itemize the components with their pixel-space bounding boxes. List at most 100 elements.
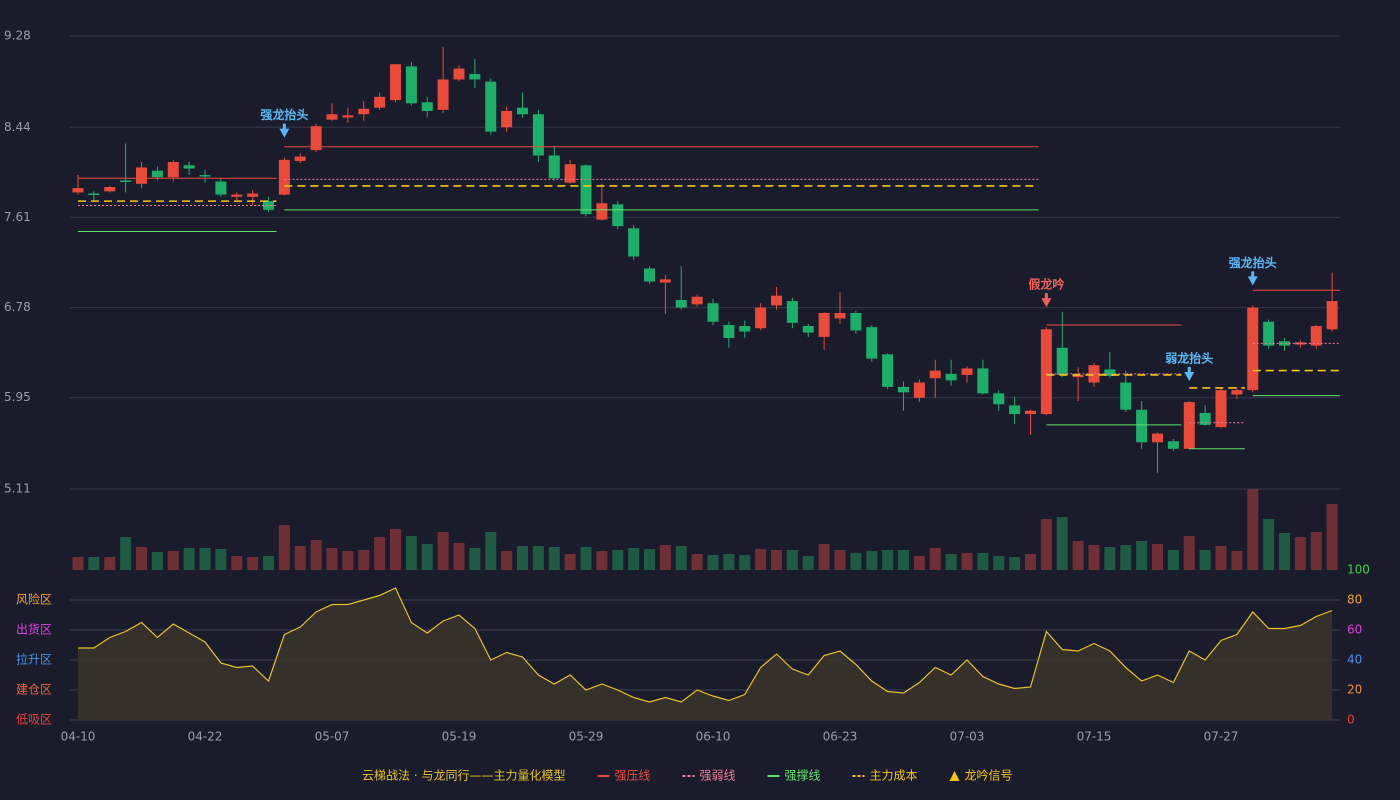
candle-body bbox=[501, 110, 513, 128]
volume-bar bbox=[358, 550, 370, 570]
candle-body bbox=[723, 324, 735, 338]
y-tick-label: 60 bbox=[1347, 623, 1362, 637]
candle-body bbox=[961, 368, 973, 375]
volume-bar bbox=[850, 553, 862, 570]
candle-body bbox=[183, 165, 195, 169]
signal-arrow bbox=[1247, 271, 1258, 286]
volume-bar bbox=[707, 555, 719, 570]
y-tick-label: 40 bbox=[1347, 653, 1362, 667]
candle-body bbox=[342, 115, 354, 118]
volume-bar bbox=[993, 556, 1005, 570]
volume-bar bbox=[215, 549, 227, 570]
volume-bar bbox=[834, 550, 846, 570]
legend-label: 龙吟信号 bbox=[965, 768, 1013, 783]
candle-body bbox=[1231, 390, 1243, 395]
candle-body bbox=[834, 313, 846, 319]
volume-bar bbox=[453, 543, 465, 570]
candle-body bbox=[1009, 405, 1021, 415]
legend-label: 主力成本 bbox=[870, 769, 918, 783]
volume-bar bbox=[405, 536, 417, 570]
candle-body bbox=[1215, 390, 1227, 428]
candle-body bbox=[390, 64, 401, 101]
y-tick-label: 7.61 bbox=[4, 210, 31, 224]
y-tick-label: 5.95 bbox=[4, 390, 31, 404]
volume-bar bbox=[771, 550, 782, 570]
candle-body bbox=[88, 193, 100, 196]
signal-label: 弱龙抬头 bbox=[1165, 351, 1213, 366]
volume-bar bbox=[612, 550, 624, 570]
indicator-area bbox=[78, 588, 1333, 720]
candle-body bbox=[1199, 412, 1211, 425]
candle-body bbox=[564, 164, 576, 183]
volume-bar bbox=[1104, 547, 1116, 570]
volume-bar bbox=[167, 551, 179, 570]
candle-body bbox=[326, 114, 338, 120]
candle-body bbox=[517, 107, 528, 115]
volume-bar bbox=[263, 556, 274, 570]
legend-label: 强撑线 bbox=[784, 768, 820, 783]
volume-bar bbox=[469, 548, 481, 570]
volume-bar bbox=[1167, 550, 1179, 570]
volume-bar bbox=[374, 537, 386, 570]
volume-bar bbox=[88, 557, 100, 570]
volume-bar bbox=[326, 548, 338, 570]
x-tick-label: 05-29 bbox=[569, 730, 604, 744]
y-tick-label: 80 bbox=[1347, 593, 1362, 607]
volume-bar bbox=[1326, 504, 1338, 570]
y-tick-label: 8.44 bbox=[4, 120, 31, 134]
volume-bar bbox=[564, 554, 576, 570]
volume-bar bbox=[294, 546, 306, 570]
volume-bar bbox=[485, 532, 497, 570]
x-tick-label: 05-19 bbox=[442, 730, 477, 744]
candle-body bbox=[263, 201, 274, 210]
candle-body bbox=[1088, 365, 1100, 383]
candle-body bbox=[580, 165, 592, 215]
x-tick-label: 04-10 bbox=[61, 730, 96, 744]
candle-body bbox=[104, 187, 116, 192]
candle-body bbox=[199, 175, 211, 177]
candle-body bbox=[374, 96, 386, 108]
zone-label: 拉升区 bbox=[16, 652, 52, 667]
candle-body bbox=[1072, 374, 1084, 378]
volume-bar bbox=[1310, 532, 1322, 570]
volume-bar bbox=[1120, 545, 1132, 570]
x-tick-label: 07-27 bbox=[1204, 730, 1239, 744]
volume-bar bbox=[977, 553, 989, 570]
signal-arrow bbox=[1184, 367, 1195, 382]
candle-body bbox=[278, 159, 290, 195]
candle-body bbox=[818, 313, 830, 337]
candle-body bbox=[771, 295, 782, 306]
candle-body bbox=[1152, 433, 1163, 443]
volume-bar bbox=[1040, 519, 1052, 570]
candle-body bbox=[532, 114, 544, 156]
zone-label: 风险区 bbox=[16, 592, 52, 607]
candle-body bbox=[755, 307, 767, 329]
candle-body bbox=[421, 102, 433, 111]
candle-body bbox=[1040, 329, 1052, 415]
volume-bar bbox=[532, 546, 544, 570]
candle-body bbox=[675, 299, 687, 308]
candle-body bbox=[898, 386, 909, 393]
candle-body bbox=[120, 180, 132, 182]
candle-body bbox=[1263, 321, 1275, 346]
volume-bar bbox=[1025, 554, 1036, 570]
candle-body bbox=[945, 373, 957, 381]
legend-title: 云梯战法 · 与龙同行——主力量化模型 bbox=[362, 769, 565, 783]
volume-bar bbox=[1009, 557, 1021, 570]
x-tick-label: 06-23 bbox=[823, 730, 858, 744]
candle-body bbox=[1326, 301, 1338, 330]
zone-label: 出货区 bbox=[16, 622, 52, 637]
candle-body bbox=[151, 170, 163, 178]
candle-body bbox=[485, 81, 497, 132]
candle-body bbox=[1136, 409, 1148, 443]
x-tick-label: 06-10 bbox=[696, 730, 731, 744]
candle-body bbox=[739, 326, 751, 332]
candle-body bbox=[1247, 307, 1259, 391]
volume-bar bbox=[755, 549, 767, 570]
volume-bar bbox=[913, 556, 925, 570]
volume-bar bbox=[501, 551, 513, 570]
candle-body bbox=[1025, 410, 1036, 415]
candle-body bbox=[167, 162, 179, 178]
candle-body bbox=[1310, 326, 1322, 346]
